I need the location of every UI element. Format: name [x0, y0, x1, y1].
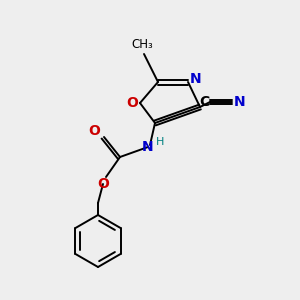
Text: H: H — [156, 137, 164, 147]
Text: O: O — [88, 124, 100, 138]
Text: O: O — [126, 96, 138, 110]
Text: CH₃: CH₃ — [131, 38, 153, 50]
Text: C: C — [199, 95, 209, 109]
Text: N: N — [234, 95, 246, 109]
Text: N: N — [190, 72, 202, 86]
Text: O: O — [97, 177, 109, 191]
Text: N: N — [142, 140, 154, 154]
